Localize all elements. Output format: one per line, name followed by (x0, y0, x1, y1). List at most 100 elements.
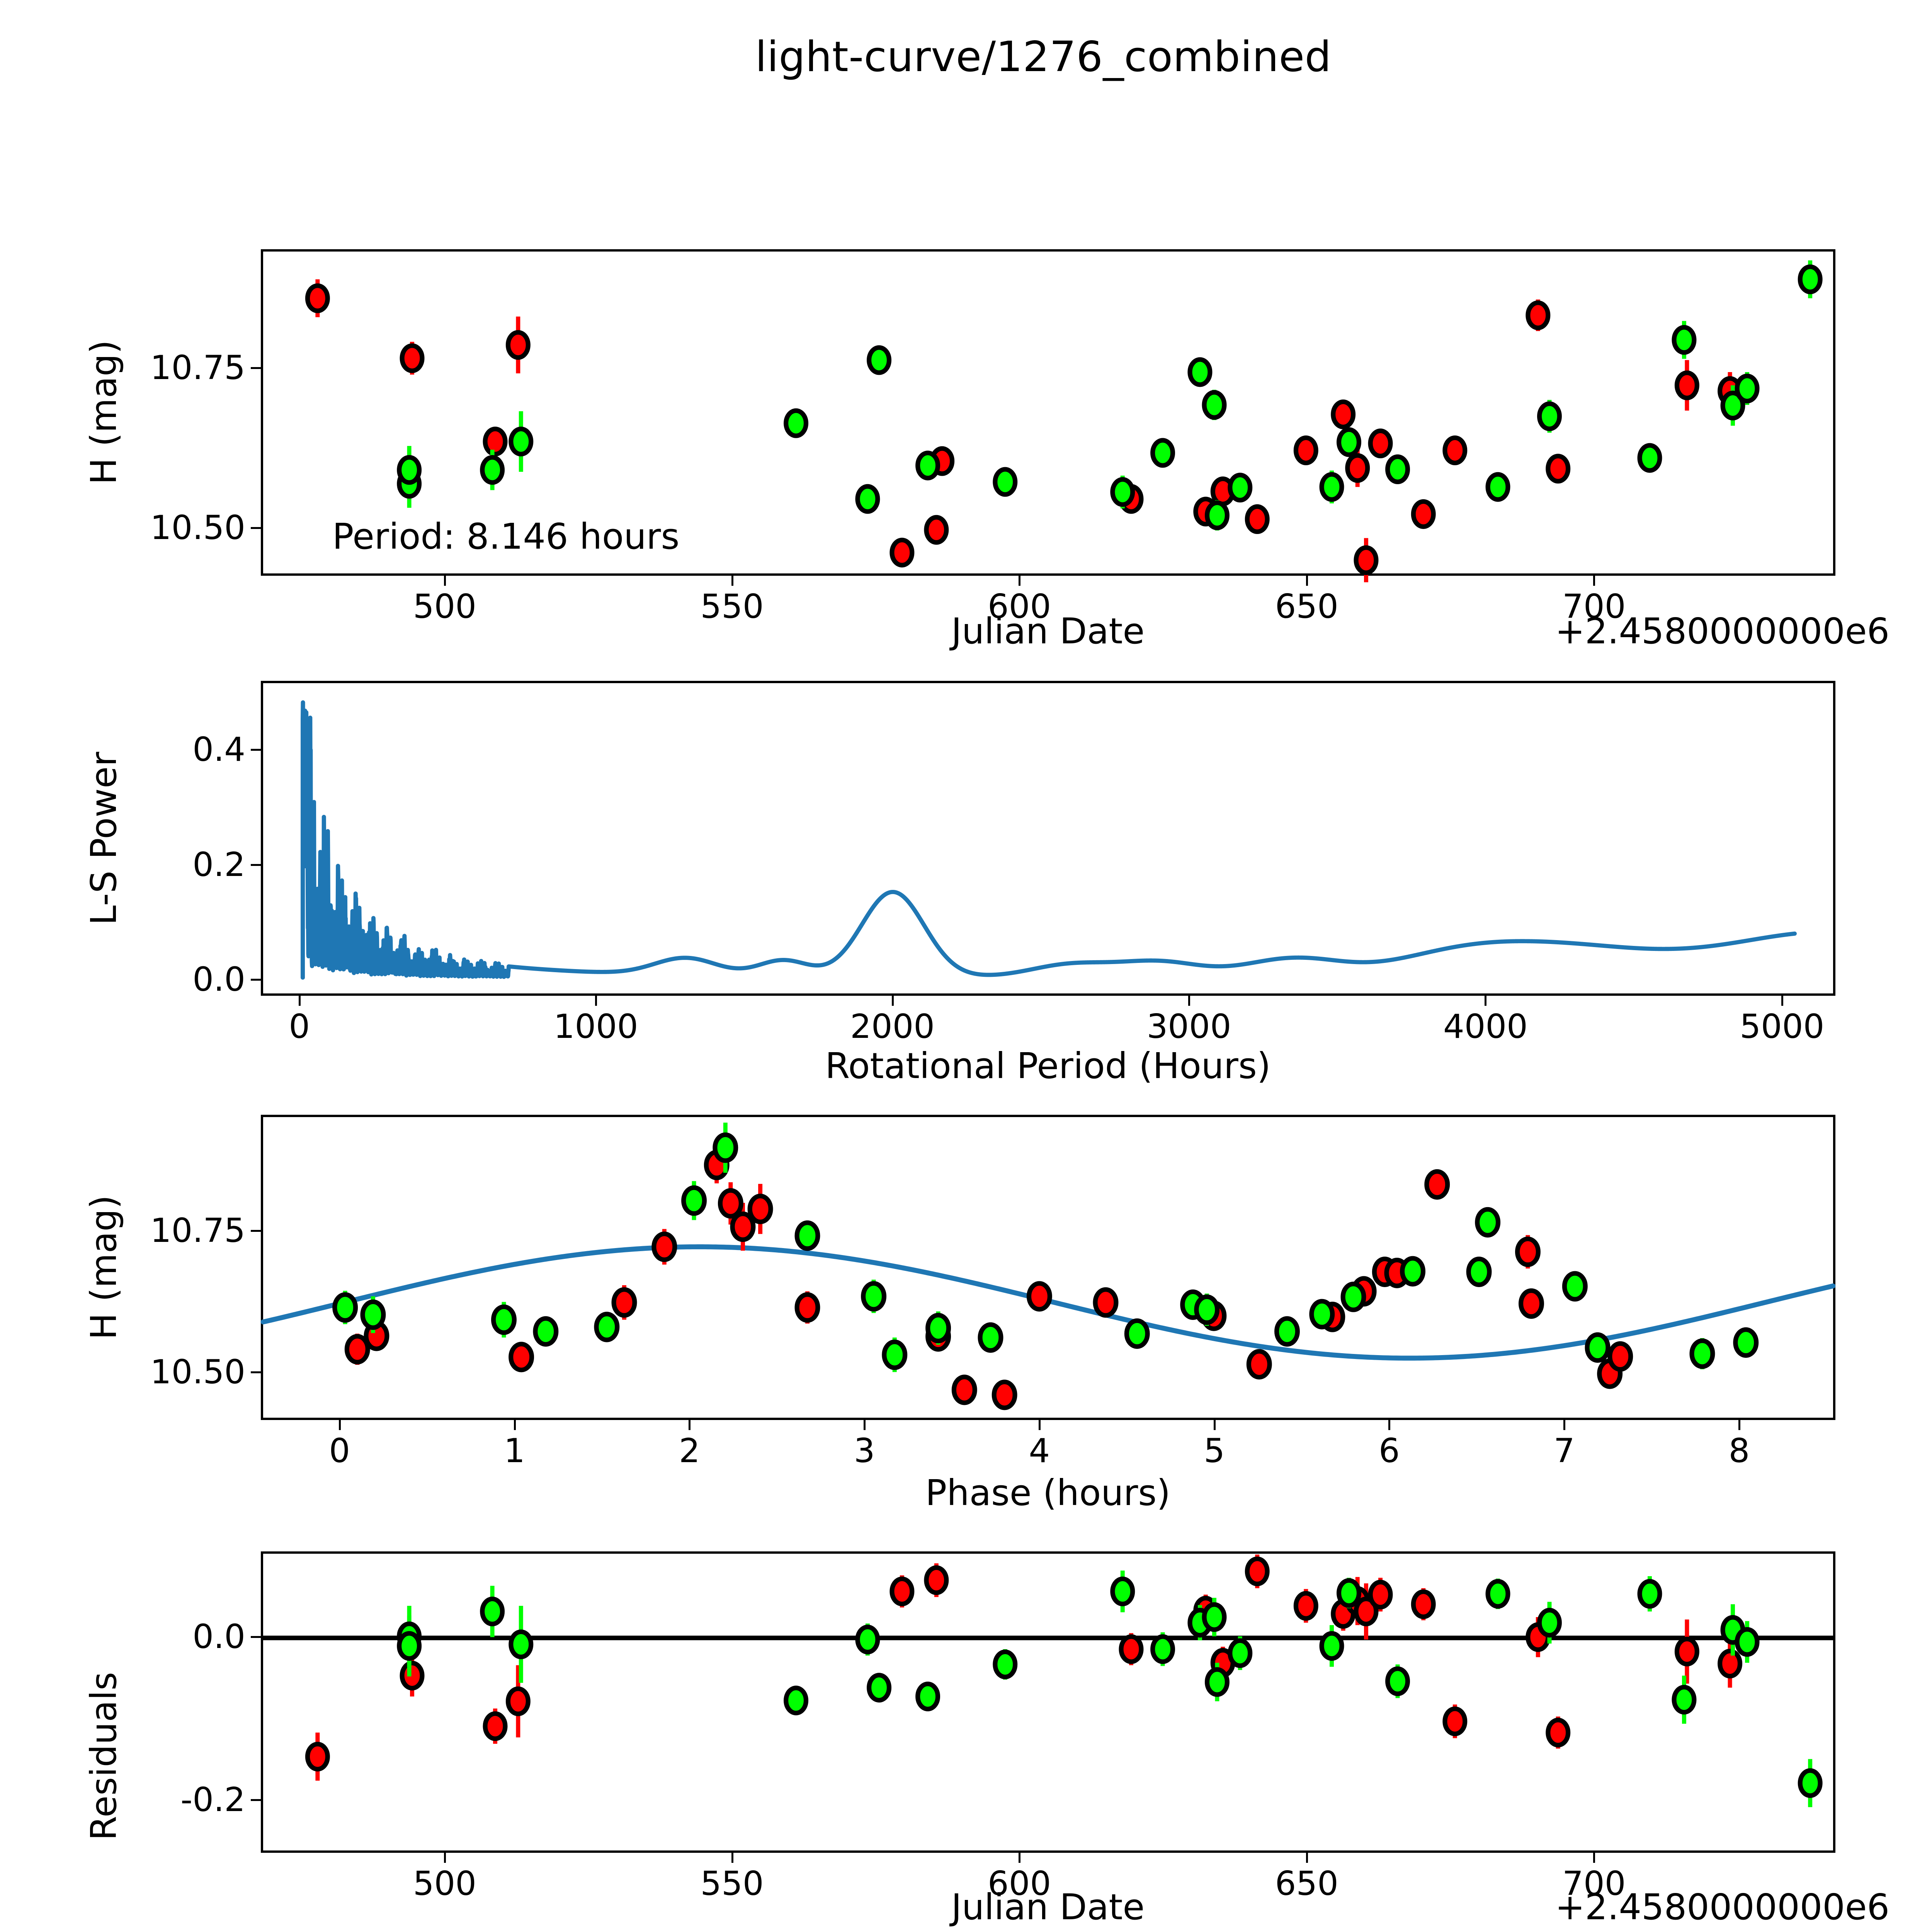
data-point (681, 1185, 707, 1216)
data-point (784, 1685, 809, 1716)
data-point (1537, 401, 1562, 431)
data-point (1798, 1768, 1823, 1798)
data-point (1319, 472, 1344, 502)
residuals-plot-area (263, 1554, 1833, 1807)
data-point (1515, 1236, 1541, 1267)
data-point (483, 427, 508, 457)
y-tick-label: 0.2 (192, 845, 245, 884)
data-point (1354, 1596, 1379, 1626)
y-tick-mark (251, 979, 261, 981)
periodogram-curve (301, 700, 1797, 980)
data-point (1585, 1332, 1611, 1363)
x-tick-mark (1388, 1420, 1391, 1430)
x-tick-label: 600 (988, 587, 1051, 626)
x-tick-mark (864, 1420, 866, 1430)
data-point (855, 1624, 880, 1655)
data-point (1337, 427, 1361, 457)
x-tick-label: 550 (700, 1864, 764, 1903)
data-point (491, 1304, 517, 1335)
data-point (1187, 357, 1213, 387)
data-point (1637, 443, 1662, 473)
x-tick-label: 6 (1379, 1432, 1400, 1470)
data-point (713, 1132, 738, 1163)
data-point (533, 1316, 559, 1347)
data-point (505, 330, 531, 360)
panel1-x-offset-text: +2.4580000000e6 (1555, 611, 1889, 652)
x-tick-label: 7 (1553, 1432, 1575, 1470)
x-tick-label: 0 (329, 1432, 350, 1470)
data-point (1735, 1627, 1760, 1657)
panel3-xlabel: Phase (hours) (925, 1472, 1171, 1514)
data-point (1546, 1718, 1571, 1748)
x-tick-mark (1306, 1853, 1308, 1863)
data-point (1119, 1634, 1144, 1664)
x-tick-label: 2 (679, 1432, 700, 1470)
data-point (1331, 399, 1356, 429)
data-point (993, 1649, 1018, 1679)
data-point (1345, 453, 1370, 483)
x-tick-mark (1485, 996, 1487, 1006)
data-point (505, 1686, 531, 1716)
data-point (1546, 454, 1571, 484)
x-tick-label: 650 (1275, 587, 1338, 626)
data-point (483, 1711, 508, 1741)
data-point (1368, 1580, 1393, 1610)
data-point (1526, 300, 1551, 330)
data-point (1519, 1288, 1544, 1319)
x-tick-mark (514, 1420, 516, 1430)
x-tick-mark (444, 1853, 446, 1863)
y-tick-label: 0.0 (192, 960, 245, 999)
x-tick-label: 700 (1562, 1864, 1626, 1903)
data-point (1245, 1556, 1270, 1587)
panel-residuals (261, 1551, 1835, 1853)
data-point (889, 1577, 915, 1607)
data-point (1385, 1666, 1410, 1696)
data-point (718, 1188, 743, 1219)
data-point (305, 1742, 330, 1772)
x-tick-mark (1563, 1420, 1566, 1430)
data-point (360, 1299, 386, 1330)
data-point (480, 455, 505, 485)
data-point (1202, 1602, 1227, 1632)
data-point (1150, 1634, 1175, 1664)
x-tick-label: 5 (1204, 1432, 1225, 1470)
x-tick-mark (731, 576, 733, 586)
data-point (1674, 1636, 1699, 1667)
y-tick-label: 10.75 (150, 348, 245, 387)
x-tick-label: 1 (504, 1432, 525, 1470)
y-tick-label: 10.75 (150, 1211, 245, 1250)
series-green (332, 1122, 1759, 1372)
data-point (1246, 1349, 1272, 1380)
data-point (1337, 1578, 1361, 1608)
data-point (1274, 1316, 1300, 1347)
data-point (794, 1220, 820, 1251)
data-point (1228, 473, 1253, 503)
x-tick-mark (444, 576, 446, 586)
data-point (1204, 500, 1230, 531)
data-point (951, 1374, 977, 1405)
x-tick-label: 1000 (553, 1007, 638, 1046)
panel2-xlabel: Rotational Period (Hours) (825, 1045, 1271, 1087)
data-point (867, 345, 892, 375)
data-point (1735, 373, 1760, 403)
x-tick-label: 600 (988, 1864, 1051, 1903)
series-red (344, 1146, 1633, 1410)
period-annotation: Period: 8.146 hours (332, 516, 680, 557)
x-tick-label: 8 (1728, 1432, 1750, 1470)
data-point (1411, 499, 1436, 529)
data-point (1733, 1327, 1759, 1358)
x-tick-label: 3000 (1146, 1007, 1231, 1046)
data-point (1424, 1169, 1450, 1200)
x-tick-mark (1781, 996, 1783, 1006)
data-point (1309, 1299, 1335, 1330)
series-green (397, 1570, 1823, 1807)
data-point (400, 1661, 425, 1690)
panel4-x-offset-text: +2.4580000000e6 (1555, 1886, 1889, 1928)
data-point (1228, 1638, 1253, 1668)
y-tick-mark (251, 1799, 261, 1801)
x-tick-label: 5000 (1740, 1007, 1825, 1046)
data-point (305, 283, 330, 313)
data-point (1689, 1338, 1715, 1369)
data-point (611, 1287, 637, 1318)
x-tick-mark (1019, 1853, 1021, 1863)
